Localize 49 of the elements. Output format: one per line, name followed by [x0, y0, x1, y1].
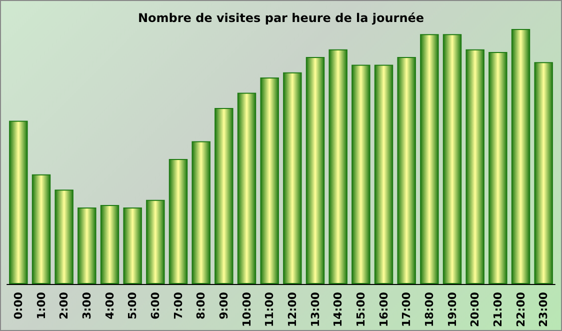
bar [78, 207, 96, 284]
bar [260, 77, 279, 284]
bar [54, 190, 74, 284]
x-tick-label: 5:00 [126, 292, 140, 320]
x-tick-label: 8:00 [194, 292, 208, 320]
bar [534, 62, 553, 284]
x-tick-label: 22:00 [514, 292, 528, 327]
x-tick-label: 12:00 [286, 292, 299, 327]
bar [420, 34, 439, 284]
bar [283, 72, 302, 284]
x-tick-label: 10:00 [240, 292, 254, 327]
x-tick-label: 4:00 [103, 292, 116, 320]
bar [374, 64, 394, 284]
x-tick-label: 13:00 [308, 292, 322, 327]
x-tick-label: 17:00 [400, 292, 414, 327]
bar [100, 204, 120, 284]
x-tick-label: 2:00 [58, 292, 71, 320]
bar [192, 141, 210, 284]
bar [168, 159, 188, 284]
x-tick-label: 9:00 [217, 292, 230, 320]
bar [146, 200, 165, 284]
chart-title: Nombre de visites par heure de la journée [138, 11, 424, 25]
bar [306, 57, 325, 284]
bar [488, 52, 508, 284]
x-tick-label: 6:00 [148, 292, 162, 320]
x-tick-label: 14:00 [332, 292, 345, 327]
x-tick-label: 20:00 [468, 292, 482, 327]
bar [352, 64, 370, 284]
bar [397, 57, 416, 284]
bar [123, 207, 142, 284]
x-tick-label: 11:00 [263, 292, 276, 327]
bar [9, 120, 28, 284]
x-tick-label: 0:00 [12, 292, 25, 320]
bar [214, 108, 234, 284]
x-tick-label: 7:00 [172, 292, 185, 320]
bar [237, 92, 256, 284]
x-tick-label: 23:00 [537, 292, 550, 327]
bar [511, 29, 530, 284]
bar [328, 49, 348, 284]
x-tick-label: 15:00 [354, 292, 368, 327]
x-tick-label: 19:00 [446, 292, 459, 327]
bar [32, 174, 51, 284]
x-tick-label: 21:00 [491, 292, 504, 327]
x-tick-label: 16:00 [377, 292, 390, 327]
x-tick-label: 3:00 [80, 292, 94, 320]
bar [442, 34, 462, 284]
x-tick-label: 18:00 [422, 292, 436, 327]
x-tick-label: 1:00 [34, 292, 48, 320]
bar [466, 49, 484, 284]
